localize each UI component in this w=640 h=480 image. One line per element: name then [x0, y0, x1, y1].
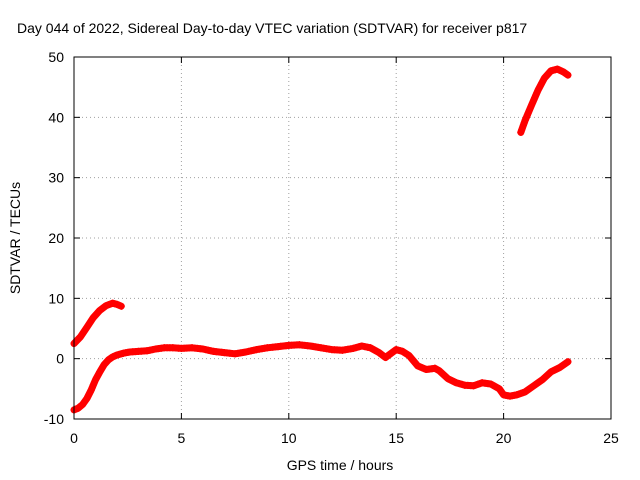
- x-tick-label: 15: [388, 430, 404, 446]
- data-point: [564, 358, 572, 366]
- series-band: [70, 341, 572, 414]
- data-layer: [70, 65, 572, 414]
- y-tick-label: 20: [48, 230, 64, 246]
- data-point: [117, 302, 125, 310]
- x-tick-label: 5: [178, 430, 186, 446]
- data-point: [564, 71, 572, 79]
- data-point: [73, 336, 81, 344]
- series-3: [70, 341, 572, 414]
- x-axis-label: GPS time / hours: [287, 457, 394, 473]
- y-tick-label: 0: [56, 351, 64, 367]
- y-tick-label: 50: [48, 49, 64, 65]
- x-tick-label: 20: [496, 430, 512, 446]
- axis-ticks: 0 5 10 15 20 25 -10 0 10 20 30 40 50: [44, 49, 619, 446]
- chart-title: Day 044 of 2022, Sidereal Day-to-day VTE…: [17, 20, 527, 36]
- x-tick-label: 10: [281, 430, 297, 446]
- grid: [74, 57, 611, 419]
- series-2: [517, 65, 572, 136]
- y-tick-label: -10: [44, 411, 64, 427]
- data-point: [72, 338, 80, 346]
- x-tick-label: 25: [603, 430, 619, 446]
- data-point: [75, 335, 83, 343]
- x-tick-label: 0: [70, 430, 78, 446]
- series-1: [70, 299, 125, 348]
- y-tick-label: 40: [48, 109, 64, 125]
- y-axis-label: SDTVAR / TECUs: [7, 182, 23, 294]
- data-point: [103, 358, 111, 365]
- y-tick-label: 10: [48, 290, 64, 306]
- y-tick-label: 30: [48, 170, 64, 186]
